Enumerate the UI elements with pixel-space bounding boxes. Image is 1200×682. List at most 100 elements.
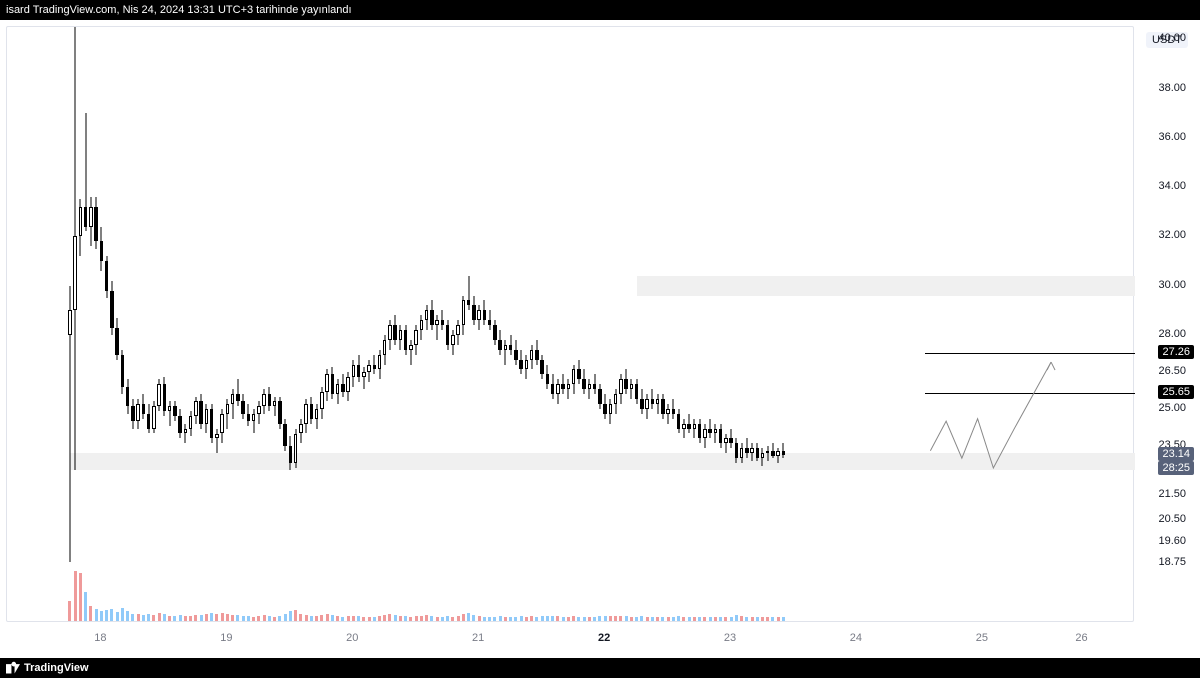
candle: [383, 27, 387, 569]
volume-bar: [499, 616, 502, 621]
horizontal-line: [925, 393, 1135, 394]
candle: [672, 27, 676, 569]
yaxis-tick: 19.60: [1158, 535, 1186, 547]
volume-bar: [640, 616, 643, 621]
candle: [687, 27, 691, 569]
candle: [163, 27, 167, 569]
volume-bar: [625, 616, 628, 621]
volume-bar: [436, 617, 439, 622]
candle: [121, 27, 125, 569]
candle: [645, 27, 649, 569]
candle: [514, 27, 518, 569]
candle: [257, 27, 261, 569]
candle: [199, 27, 203, 569]
candle: [362, 27, 366, 569]
candle: [226, 27, 230, 569]
candle: [551, 27, 555, 569]
volume-bar: [210, 613, 213, 621]
candle: [404, 27, 408, 569]
candle: [740, 27, 744, 569]
candle: [289, 27, 293, 569]
candle: [509, 27, 513, 569]
volume-bar: [147, 614, 150, 621]
candle: [373, 27, 377, 569]
candle: [283, 27, 287, 569]
candle: [456, 27, 460, 569]
volume-bar: [467, 613, 470, 621]
candle: [530, 27, 534, 569]
candle: [630, 27, 634, 569]
volume-bar: [635, 617, 638, 622]
candle: [393, 27, 397, 569]
candle: [467, 27, 471, 569]
candle: [535, 27, 539, 569]
volume-bar: [441, 617, 444, 621]
candle: [472, 27, 476, 569]
yaxis-tick: 38.00: [1158, 82, 1186, 94]
volume-bar: [189, 616, 192, 622]
yaxis-tick: 21.50: [1158, 488, 1186, 500]
volume-bar: [556, 616, 559, 621]
volume-bar: [137, 614, 140, 621]
y-axis: USDT 40.0038.0036.0034.0032.0030.0028.00…: [1134, 26, 1194, 622]
volume-bar: [194, 615, 197, 622]
volume-bar: [525, 617, 528, 622]
volume-bar: [530, 616, 533, 621]
candle: [776, 27, 780, 569]
volume-bar: [509, 617, 512, 621]
volume-bar: [745, 617, 748, 622]
volume-bar: [703, 617, 706, 622]
candle: [708, 27, 712, 569]
candle: [719, 27, 723, 569]
volume-bar: [362, 617, 365, 622]
candle: [588, 27, 592, 569]
volume-bar: [782, 617, 785, 622]
candle: [714, 27, 718, 569]
volume-bar: [604, 616, 607, 622]
volume-bar: [173, 616, 176, 621]
candle: [414, 27, 418, 569]
volume-bar: [740, 616, 743, 621]
volume-bar: [184, 616, 187, 621]
volume-bar: [488, 617, 491, 621]
candle: [525, 27, 529, 569]
volume-bar: [163, 614, 166, 621]
candle: [184, 27, 188, 569]
candle: [498, 27, 502, 569]
volume-bar: [483, 617, 486, 622]
volume-bar: [756, 617, 759, 621]
candle: [656, 27, 660, 569]
chart-area[interactable]: [6, 26, 1134, 622]
candle: [147, 27, 151, 569]
volume-bar: [688, 617, 691, 621]
volume-bar: [242, 616, 245, 621]
candle: [420, 27, 424, 569]
candle: [462, 27, 466, 569]
xaxis-tick: 26: [1075, 632, 1087, 644]
volume-bar: [289, 611, 292, 621]
volume-bar: [236, 615, 239, 621]
candle: [504, 27, 508, 569]
candle: [493, 27, 497, 569]
xaxis-tick: 21: [472, 632, 484, 644]
xaxis-tick: 22: [598, 632, 610, 644]
yaxis-tick: 30.00: [1158, 279, 1186, 291]
volume-bar: [562, 617, 565, 622]
volume-bar: [252, 617, 255, 622]
volume-bar: [320, 615, 323, 621]
candle: [194, 27, 198, 569]
candle: [661, 27, 665, 569]
xaxis-tick: 18: [94, 632, 106, 644]
volume-bar: [168, 616, 171, 621]
volume-bar: [457, 616, 460, 621]
header-bar: isard TradingView.com, Nis 24, 2024 13:3…: [0, 0, 1200, 20]
volume-bar: [100, 611, 103, 621]
volume-bar: [89, 606, 92, 621]
volume-bar: [373, 617, 376, 621]
candle: [215, 27, 219, 569]
volume-bar: [766, 617, 769, 621]
candle: [273, 27, 277, 569]
countdown-badge: 28:25: [1158, 461, 1194, 475]
volume-bar: [263, 615, 266, 621]
volume-bar: [751, 617, 754, 621]
